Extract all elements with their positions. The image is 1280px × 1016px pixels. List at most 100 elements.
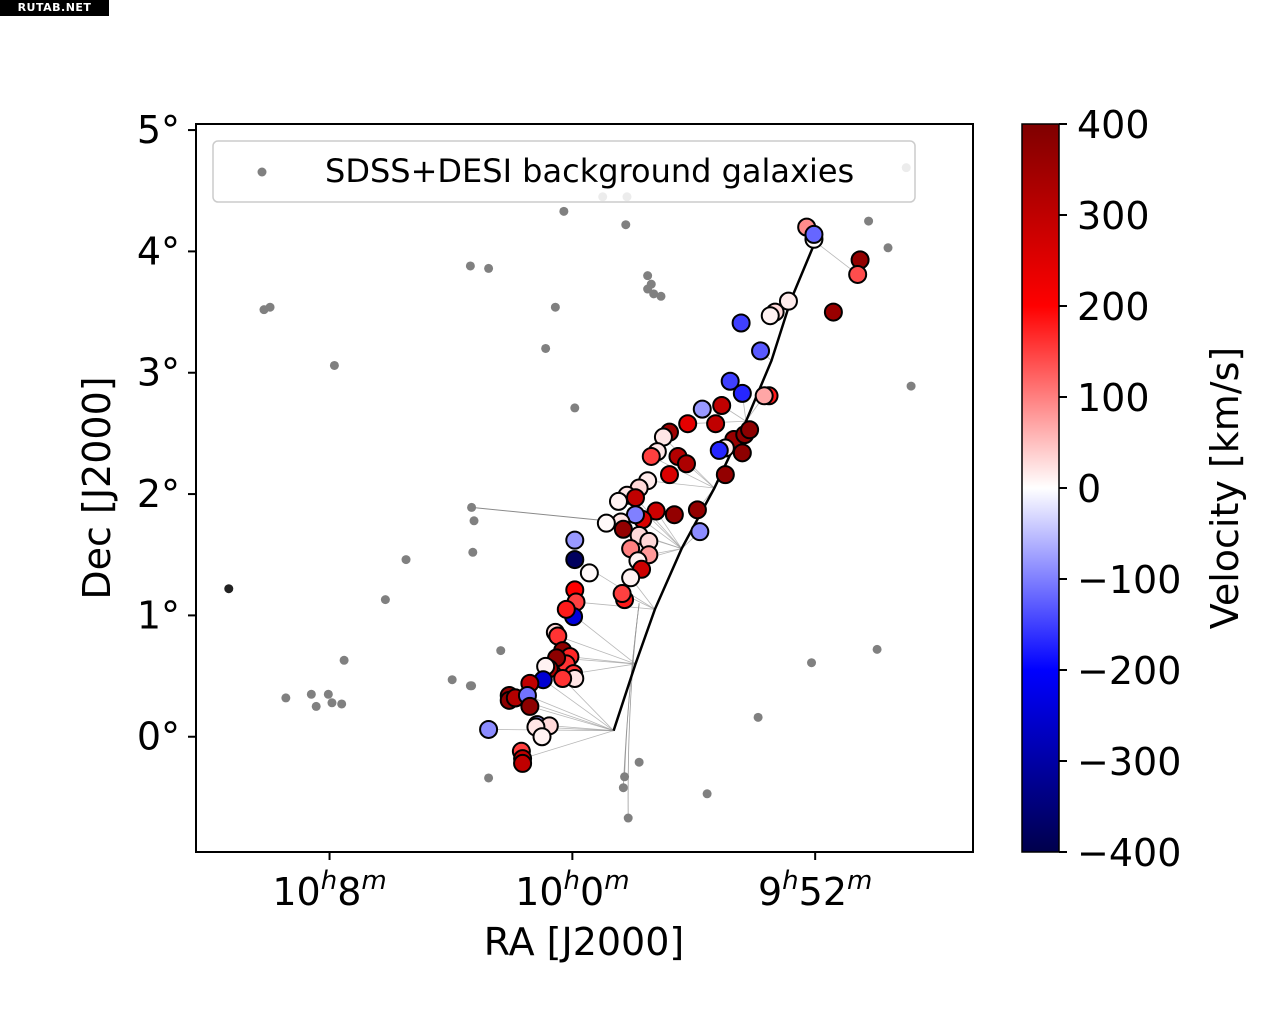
stream-member-point	[565, 550, 585, 570]
stream-member-point	[556, 599, 576, 619]
stream-member-point	[553, 668, 573, 688]
x-tick-label: 9h52m	[758, 866, 872, 914]
stream-member-point	[625, 488, 645, 508]
colorbar-tick-label: 0	[1077, 467, 1101, 511]
member-track	[575, 601, 655, 610]
member-track	[622, 603, 640, 788]
y-tick-label: 1°	[137, 593, 180, 637]
background-galaxy	[339, 655, 349, 665]
background-galaxy	[337, 699, 347, 709]
background-galaxy	[224, 584, 234, 594]
stream-member-point	[532, 727, 552, 747]
x-tick-label: 10h8m	[272, 866, 386, 914]
colorbar-tick-label: −300	[1077, 740, 1181, 784]
background-galaxy	[311, 701, 321, 711]
stream-member-point	[732, 383, 752, 403]
stream-member-point	[659, 465, 679, 485]
background-galaxy	[265, 302, 275, 312]
background-galaxy	[620, 772, 630, 782]
fit-line-path	[612, 241, 817, 732]
background-galaxy	[649, 289, 659, 299]
background-galaxy	[541, 343, 551, 353]
stream-member-point	[709, 440, 729, 460]
background-galaxy	[643, 271, 653, 281]
colorbar-gradient	[1021, 123, 1060, 853]
background-galaxy	[618, 783, 628, 793]
member-track	[635, 497, 682, 549]
y-axis: 0° 1° 2° 3° 4° 5°	[137, 108, 196, 759]
background-galaxy	[634, 757, 644, 767]
member-track	[573, 663, 636, 675]
stream-member-point	[692, 399, 712, 419]
colorbar-tick-label: 300	[1077, 194, 1150, 238]
stream-member-point	[760, 306, 780, 326]
background-galaxy	[329, 360, 339, 370]
colorbar-tick-label: 200	[1077, 285, 1150, 329]
stream-member-point	[613, 519, 633, 539]
stream-member-point	[612, 584, 632, 604]
legend-label: SDSS+DESI background galaxies	[325, 152, 854, 190]
background-galaxy	[906, 381, 916, 391]
background-galaxy	[550, 302, 560, 312]
stream-member-point	[778, 291, 798, 311]
y-tick-label: 2°	[137, 472, 180, 516]
colorbar-title: Velocity [km/s]	[1203, 347, 1247, 629]
colorbar-tick-label: −100	[1077, 558, 1181, 602]
stream-member-point	[676, 454, 696, 474]
member-track	[527, 695, 614, 732]
background-galaxy	[484, 773, 494, 783]
background-galaxy	[702, 789, 712, 799]
background-galaxy	[623, 813, 633, 823]
plot-frame	[195, 123, 974, 853]
y-tick-label: 0°	[137, 715, 180, 759]
stream-member-point	[715, 465, 735, 485]
background-galaxy	[621, 220, 631, 230]
background-galaxy	[468, 547, 478, 557]
x-tick-label: 10h0m	[515, 866, 629, 914]
background-galaxy	[281, 693, 291, 703]
background-galaxy	[496, 646, 506, 656]
colorbar: 400 300 200 100 0 −100 −200 −300 −400 Velocity […	[1021, 103, 1247, 875]
stream-member-point	[754, 386, 774, 406]
background-galaxy	[484, 263, 494, 273]
stream-fit-line	[612, 241, 817, 732]
legend: SDSS+DESI background galaxies	[212, 140, 916, 203]
stream-member-point	[687, 500, 707, 520]
background-galaxy	[883, 243, 893, 253]
stream-member-point	[565, 530, 585, 550]
colorbar-tick-label: 100	[1077, 376, 1150, 420]
stream-member-point	[646, 501, 666, 521]
stream-member-point	[731, 313, 751, 333]
background-galaxy	[447, 675, 457, 685]
y-tick-label: 4°	[137, 229, 180, 273]
stream-member-point	[732, 443, 752, 463]
legend-marker	[257, 167, 267, 177]
stream-member-point	[664, 505, 684, 525]
background-galaxy	[469, 516, 479, 526]
background-galaxy	[306, 689, 316, 699]
colorbar-tick-label: 400	[1077, 103, 1150, 147]
stream-member-point	[579, 563, 599, 583]
background-galaxy	[559, 206, 569, 216]
background-galaxy	[807, 658, 817, 668]
y-tick-label: 5°	[137, 108, 180, 152]
x-axis-title: RA [J2000]	[484, 920, 685, 964]
stream-member-point	[621, 568, 641, 588]
stream-member-point	[712, 395, 732, 415]
background-galaxy	[864, 216, 874, 226]
member-track	[522, 730, 614, 759]
background-galaxy	[656, 291, 666, 301]
stream-member-point	[706, 414, 726, 434]
stream-member-point	[804, 224, 824, 244]
background-galaxy	[467, 681, 477, 691]
member-track	[557, 635, 636, 665]
stream-member-point	[596, 513, 616, 533]
plot-area	[195, 123, 974, 853]
member-track	[647, 480, 715, 489]
background-galaxy	[401, 555, 411, 565]
background-galaxy	[753, 712, 763, 722]
background-galaxy	[380, 595, 390, 605]
colorbar-tick-label: −200	[1077, 649, 1181, 693]
background-galaxy	[327, 698, 337, 708]
colorbar-ticks: 400 300 200 100 0 −100 −200 −300 −400	[1059, 103, 1181, 875]
